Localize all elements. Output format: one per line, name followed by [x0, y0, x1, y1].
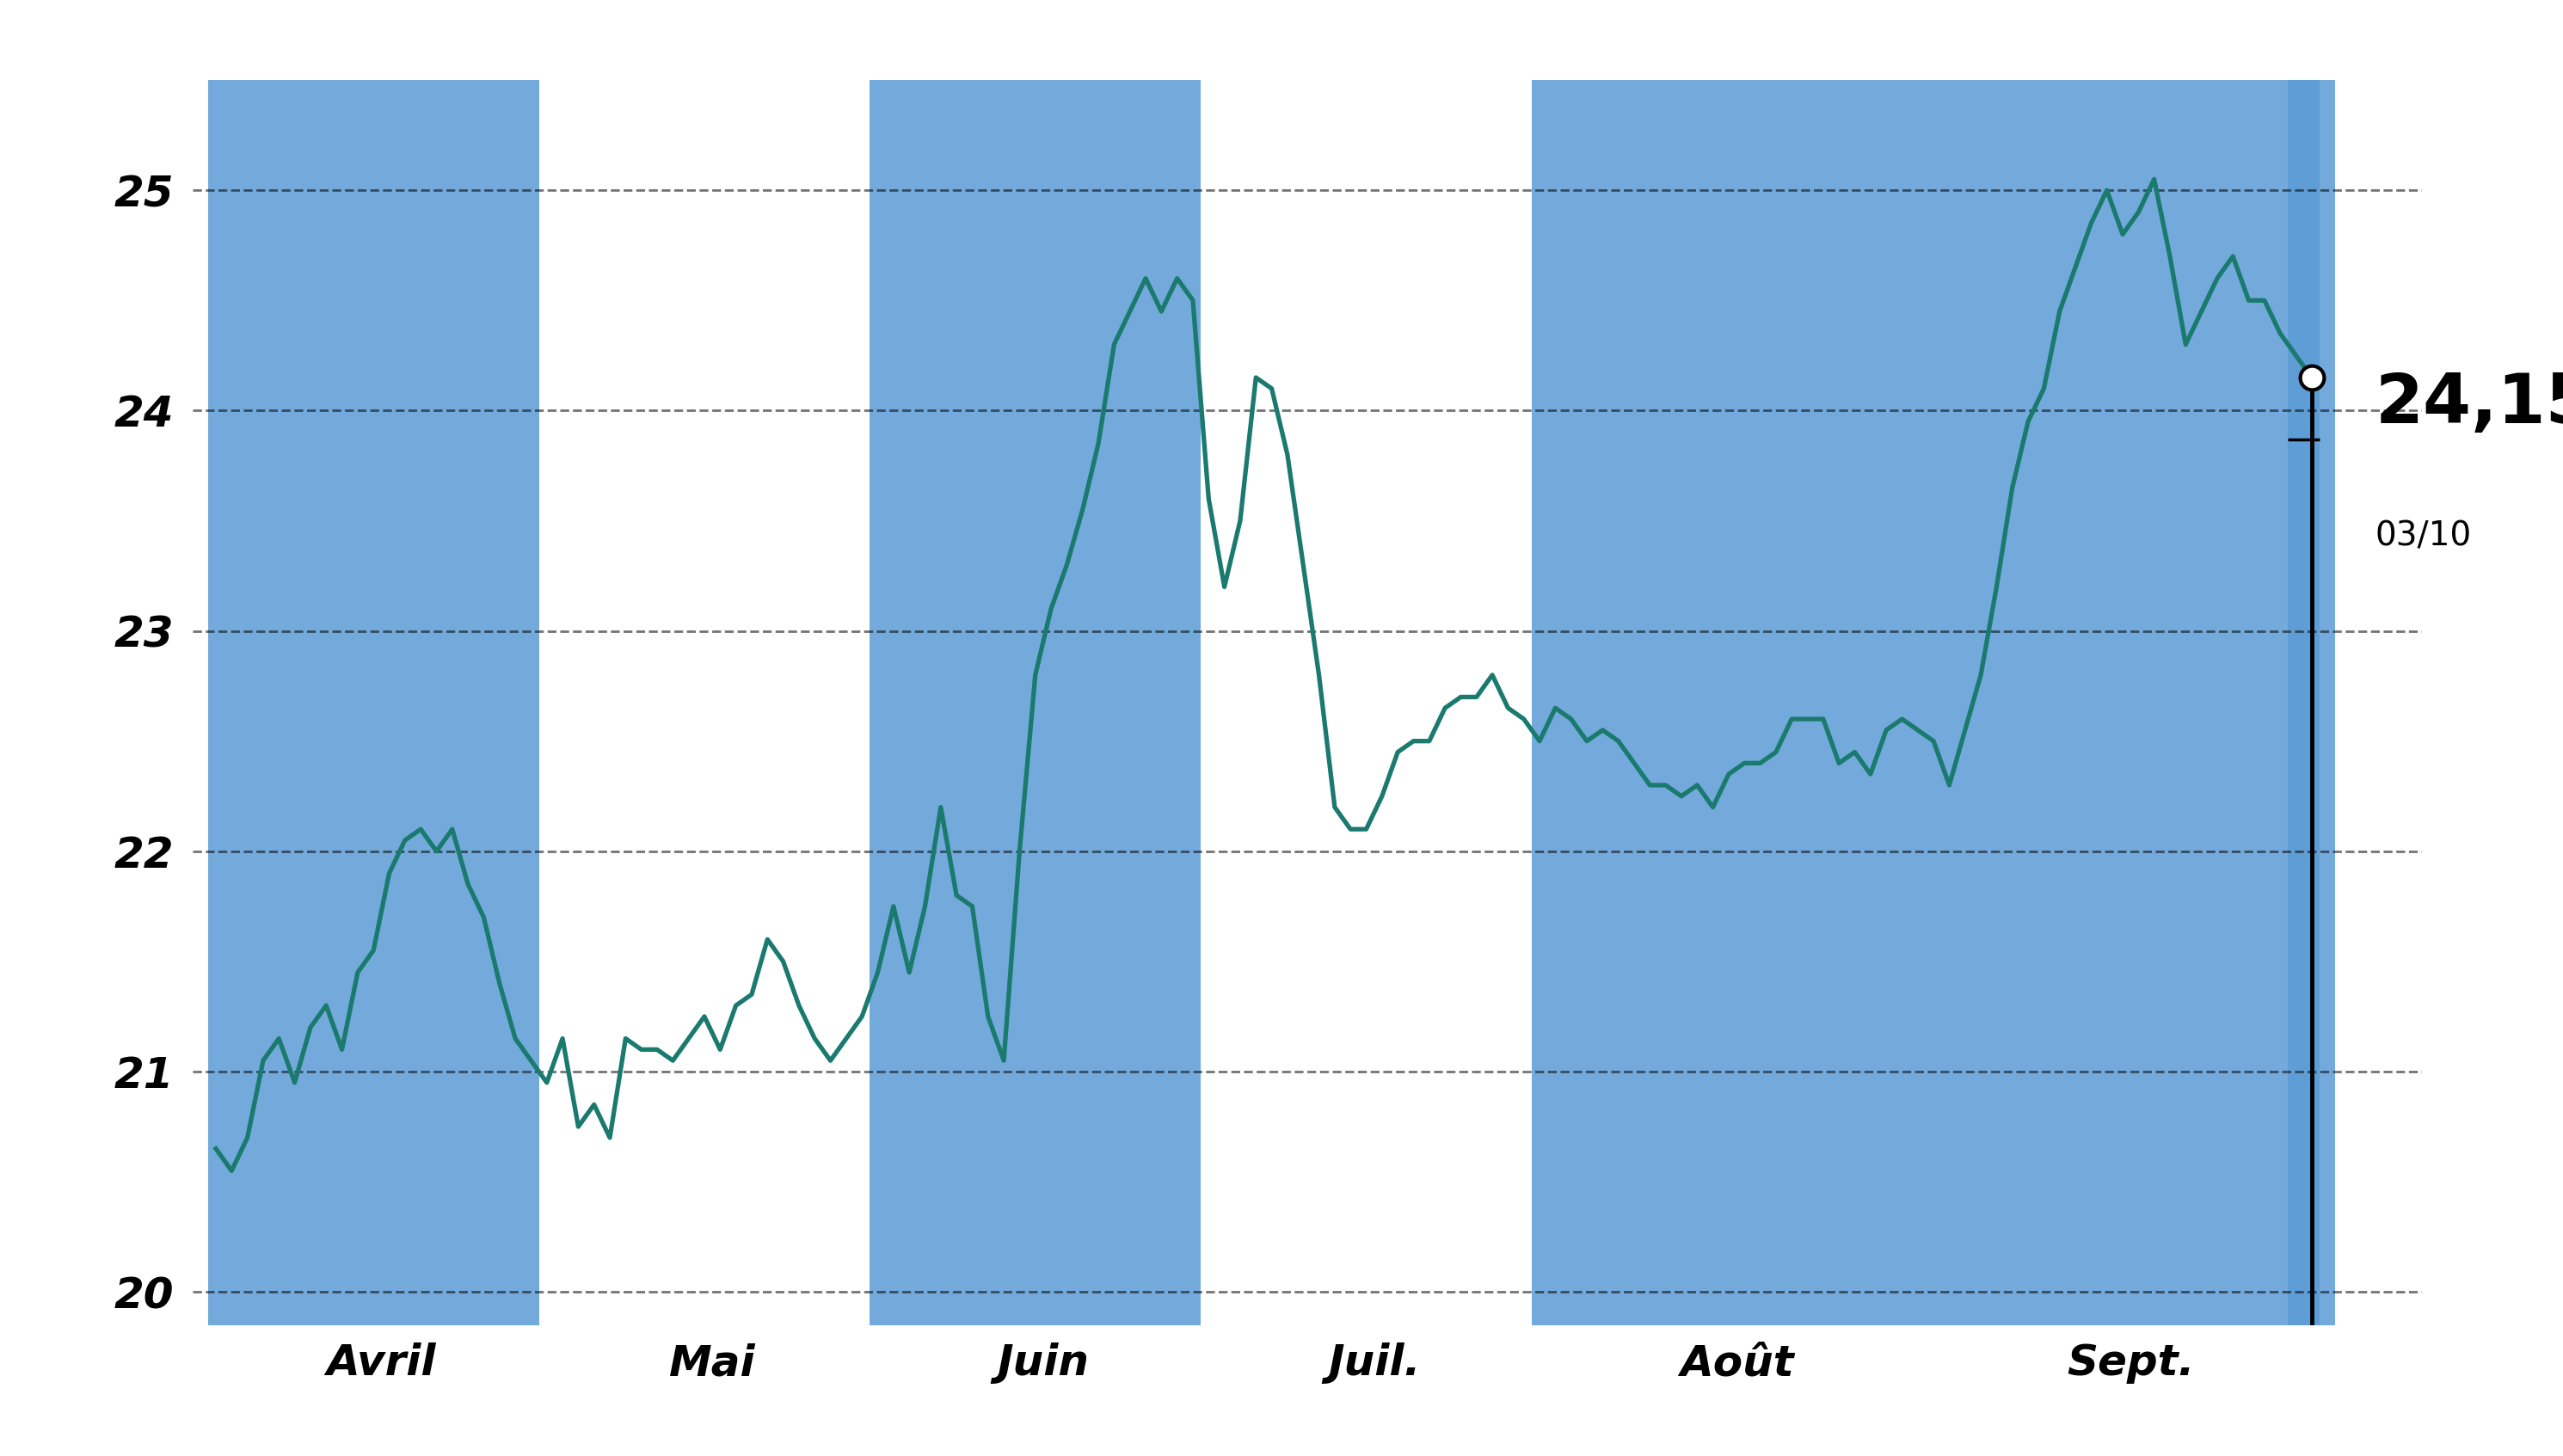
Bar — [869, 80, 1199, 1325]
Bar — [208, 80, 538, 1325]
Bar — [1925, 80, 2320, 1325]
Bar — [1533, 80, 1925, 1325]
Bar — [2289, 80, 2335, 1325]
Text: TIKEHAU CAPITAL: TIKEHAU CAPITAL — [797, 36, 1766, 131]
Text: 24,15: 24,15 — [2376, 370, 2563, 437]
Text: 03/10: 03/10 — [2376, 520, 2471, 552]
